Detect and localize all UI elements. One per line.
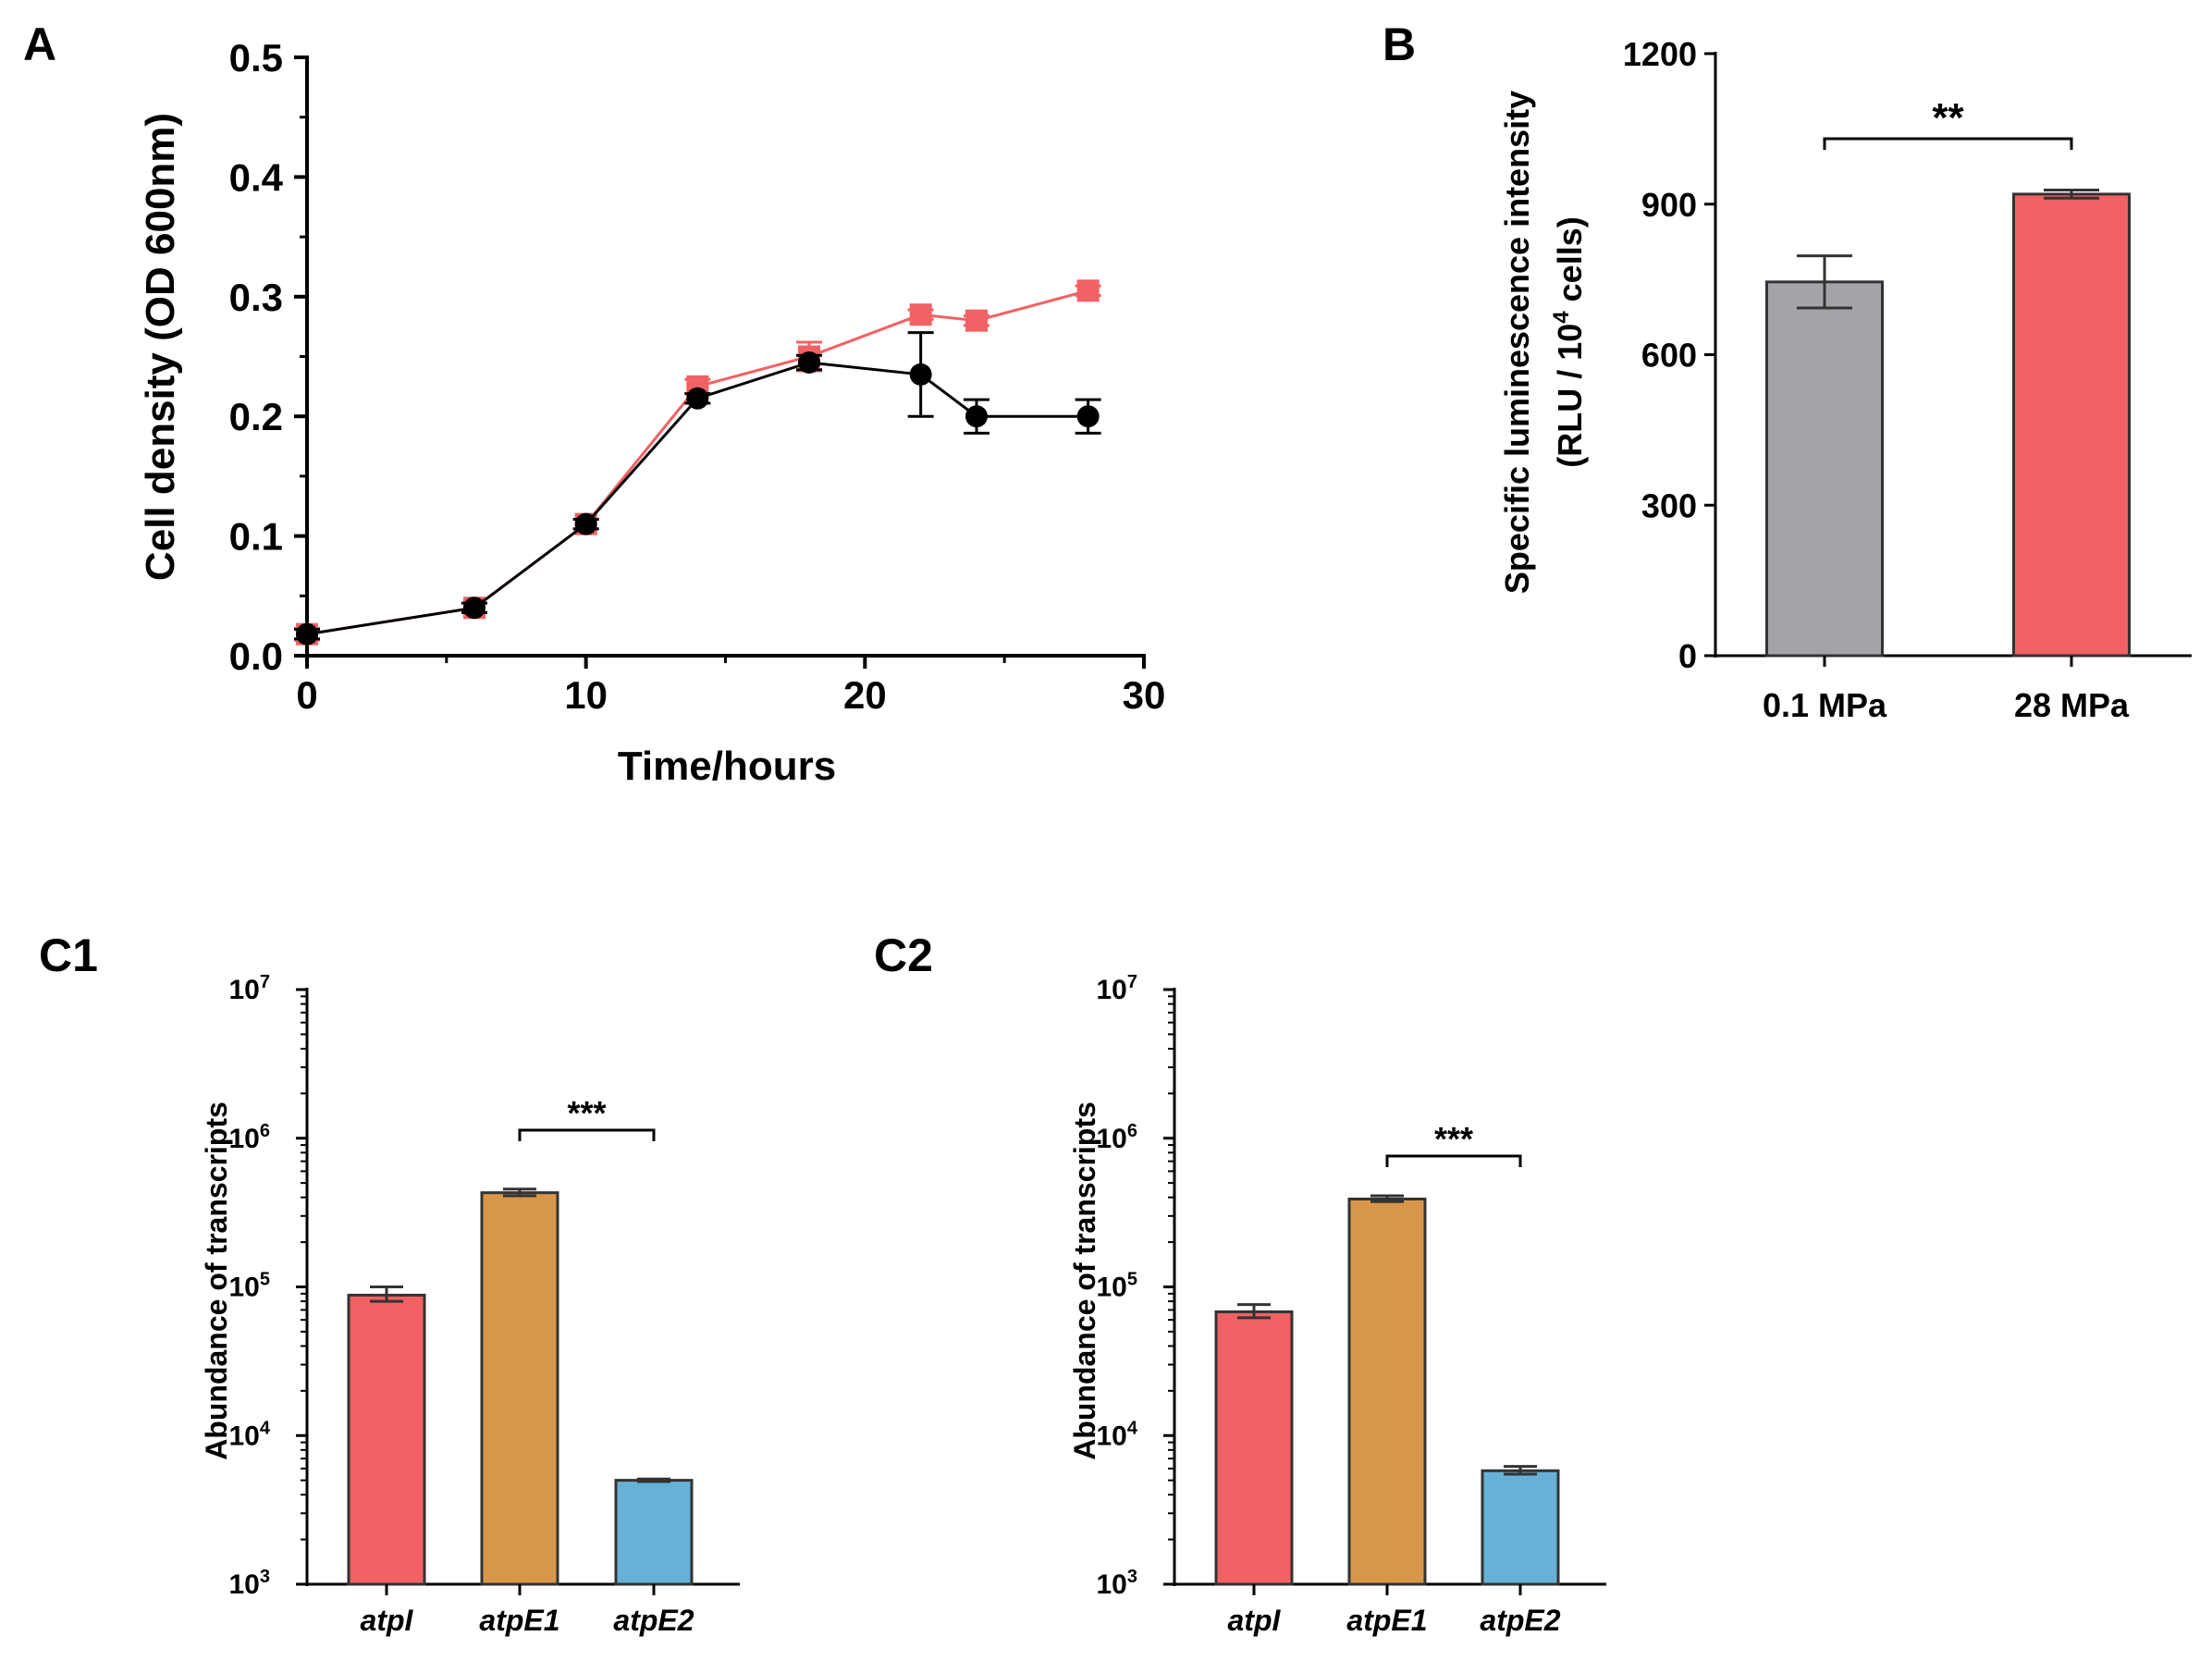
- panel-c2-bar: [1481, 1469, 1560, 1586]
- panel-a-label: A: [23, 18, 56, 70]
- panel-a-point-black-circles: [686, 387, 709, 410]
- panel-c1-label: C1: [39, 929, 98, 981]
- panel-a-x-tick-label: 20: [843, 673, 887, 717]
- panel-b-y-axis-label-line2: (RLU / 104 cells): [1549, 216, 1589, 467]
- panel-c2-significance-label: ***: [1434, 1120, 1473, 1158]
- panel-c2-y-tick-label: 105: [1097, 1270, 1138, 1303]
- panel-c1-x-tick-label: atpI: [361, 1604, 414, 1637]
- panel-c1-y-tick-label: 107: [229, 972, 271, 1005]
- panel-a-line-chart: A Time/hours Cell density (OD 600nm) 0.0…: [23, 18, 1165, 789]
- panel-b-y-label-suffix: cells): [1551, 216, 1589, 311]
- panel-b-label: B: [1382, 18, 1416, 70]
- panel-c2-y-tick-label: 107: [1097, 972, 1138, 1005]
- panel-b-y-tick-label: 900: [1641, 186, 1697, 224]
- panel-b-bar: [2012, 192, 2131, 658]
- panel-c2-y-tick-exponent: 4: [1127, 1418, 1138, 1438]
- panel-c2-y-tick-exponent: 7: [1127, 972, 1137, 992]
- panel-c1-y-tick-label: 104: [229, 1418, 271, 1451]
- panel-b-y-tick-label: 600: [1641, 337, 1697, 375]
- panel-c2-y-tick-exponent: 5: [1127, 1270, 1137, 1290]
- panel-c2-x-tick-label: atpE1: [1346, 1604, 1427, 1637]
- panel-a-point-red-squares: [1076, 279, 1100, 302]
- panel-c1-bar-chart: C1 Abundance of transcripts 103104105106…: [39, 929, 740, 1637]
- panel-c1-y-tick-base: 10: [229, 1124, 260, 1154]
- panel-a-x-tick-label: 30: [1123, 673, 1166, 717]
- panel-a-y-tick-label: 0.4: [229, 155, 284, 199]
- panel-b-y-axis-label-line1: Specific luminescence intensity: [1498, 91, 1536, 594]
- panel-c1-x-tick-label: atpE1: [479, 1604, 559, 1637]
- panel-a-point-black-circles: [296, 622, 318, 646]
- panel-a-point-black-circles: [463, 597, 485, 620]
- panel-b-y-tick-label: 0: [1678, 637, 1697, 675]
- panel-c2-label: C2: [874, 929, 933, 981]
- panel-c2-y-tick-label: 103: [1097, 1567, 1138, 1600]
- panel-a-point-black-circles: [909, 363, 932, 386]
- panel-a-point-black-circles: [798, 351, 820, 374]
- panel-c1-y-tick-base: 10: [229, 975, 260, 1005]
- panel-c1-significance-label: ***: [567, 1094, 606, 1132]
- panel-c1-y-tick-base: 10: [229, 1421, 260, 1451]
- panel-c2-y-tick-label: 106: [1097, 1121, 1138, 1154]
- panel-a-x-axis-label: Time/hours: [618, 744, 836, 789]
- panel-c2-y-axis-label: Abundance of transcripts: [1068, 1101, 1101, 1460]
- panel-c2-y-tick-exponent: 3: [1127, 1567, 1137, 1587]
- panel-c1-bar: [347, 1293, 426, 1586]
- panel-a-point-red-squares: [909, 303, 932, 326]
- panel-c2-bar-chart: C2 Abundance of transcripts 103104105106…: [874, 929, 1606, 1637]
- panel-a-point-red-squares: [965, 309, 988, 332]
- panel-a-point-black-circles: [965, 405, 988, 428]
- panel-b-y-label-superscript: 4: [1549, 311, 1574, 324]
- panel-c1-y-tick-exponent: 3: [260, 1567, 270, 1587]
- panel-a-y-tick-label: 0.5: [229, 36, 283, 80]
- panel-b-y-tick-label: 1200: [1623, 35, 1697, 73]
- panel-c1-y-axis-label: Abundance of transcripts: [200, 1101, 233, 1460]
- panel-a-series-line-black-circles: [306, 361, 1088, 636]
- panel-c2-y-tick-base: 10: [1097, 1569, 1127, 1600]
- panel-b-y-tick-label: 300: [1641, 486, 1697, 524]
- panel-a-series-line-red-squares: [306, 289, 1089, 636]
- panel-c2-significance-bracket: [1385, 1154, 1522, 1167]
- panel-c2-bar: [1214, 1310, 1294, 1586]
- panel-c1-y-tick-label: 106: [229, 1121, 271, 1154]
- panel-c2-x-tick-label: atpI: [1228, 1604, 1282, 1637]
- panel-c2-bar: [1347, 1197, 1427, 1586]
- panel-c2-y-tick-base: 10: [1097, 1273, 1127, 1303]
- panel-c1-y-tick-exponent: 5: [260, 1270, 270, 1290]
- panel-c1-y-tick-exponent: 4: [260, 1418, 271, 1438]
- panel-a-x-tick-label: 10: [564, 673, 608, 717]
- panel-a-point-black-circles: [1076, 405, 1100, 428]
- panel-c2-y-tick-base: 10: [1097, 1421, 1127, 1451]
- panel-b-x-tick-label: 28 MPa: [2014, 686, 2130, 724]
- panel-c1-y-tick-label: 105: [229, 1270, 271, 1303]
- panel-c2-y-tick-base: 10: [1097, 1124, 1127, 1154]
- panel-c1-y-tick-base: 10: [229, 1273, 260, 1303]
- panel-b-x-tick-label: 0.1 MPa: [1763, 686, 1887, 724]
- panel-c1-y-tick-label: 103: [229, 1567, 271, 1600]
- panel-a-y-tick-label: 0.3: [229, 276, 283, 319]
- panel-c1-y-tick-base: 10: [229, 1569, 260, 1600]
- panel-b-significance-bracket: [1823, 137, 2073, 150]
- panel-c1-bar: [480, 1191, 559, 1586]
- panel-a-point-black-circles: [574, 512, 597, 535]
- panel-a-y-tick-label: 0.1: [229, 515, 283, 559]
- panel-a-x-tick-label: 0: [296, 673, 317, 717]
- panel-a-y-tick-label: 0.0: [229, 634, 283, 678]
- panel-c1-significance-bracket: [518, 1128, 656, 1141]
- panel-c1-x-tick-label: atpE2: [613, 1604, 694, 1637]
- panel-a-y-axis-label: Cell density (OD 600nm): [138, 113, 183, 581]
- panel-c1-y-tick-exponent: 6: [260, 1121, 270, 1141]
- panel-b-bar-chart: B Specific luminescence intensity (RLU /…: [1382, 18, 2192, 724]
- panel-c2-y-tick-label: 104: [1097, 1418, 1138, 1451]
- panel-b-y-label-prefix: (RLU / 10: [1551, 324, 1589, 468]
- panel-a-y-tick-label: 0.2: [229, 395, 283, 438]
- panel-c1-y-tick-exponent: 7: [260, 972, 270, 992]
- panel-c1-bar: [614, 1479, 694, 1586]
- panel-c2-y-tick-base: 10: [1097, 975, 1127, 1005]
- panel-b-significance-label: **: [1932, 95, 1964, 141]
- panel-c2-x-tick-label: atpE2: [1480, 1604, 1560, 1637]
- panel-c2-y-tick-exponent: 6: [1127, 1121, 1137, 1141]
- panel-b-bar: [1765, 280, 1884, 658]
